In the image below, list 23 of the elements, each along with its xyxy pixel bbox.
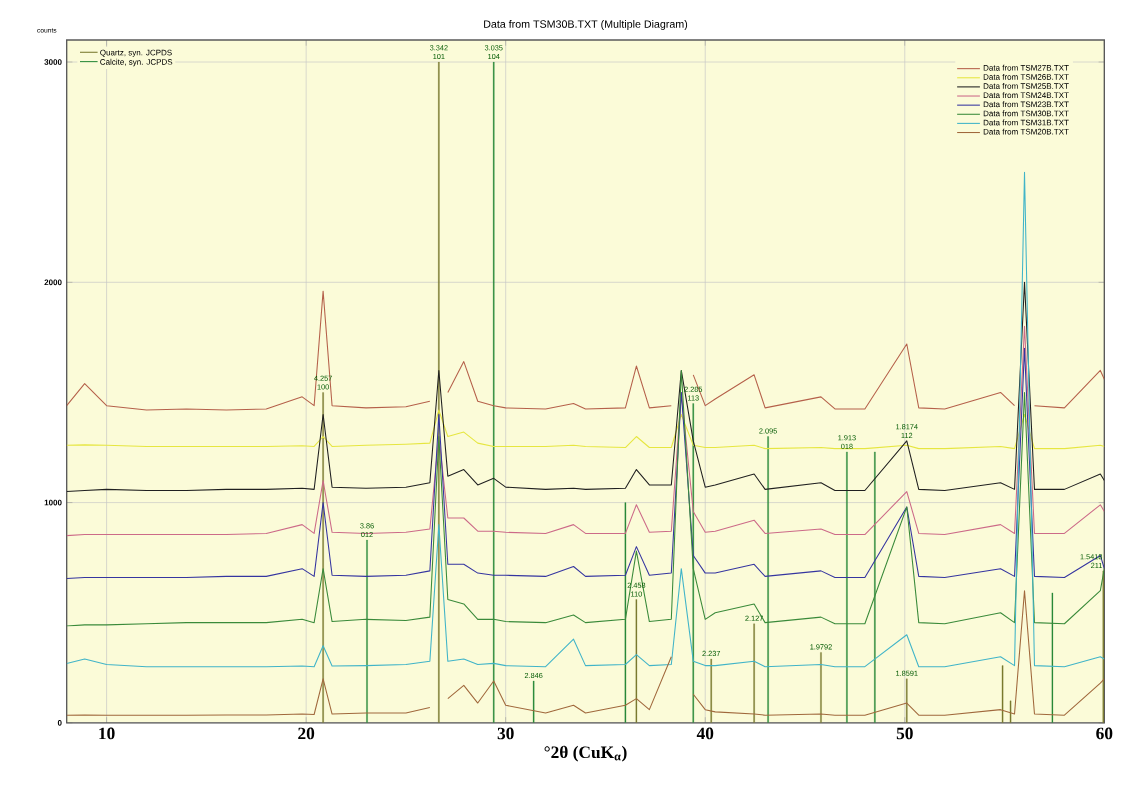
y-tick-label: 2000: [44, 279, 62, 286]
x-tick-label: 20: [298, 727, 315, 740]
legend-label: Data from TSM20B.TXT: [983, 128, 1069, 135]
legend-label: Data from TSM27B.TXT: [983, 64, 1069, 71]
chart-title: Data from TSM30B.TXT (Multiple Diagram): [484, 20, 688, 31]
x-axis-title: °2θ (CuK$_{α}$): [544, 745, 627, 762]
x-tick-label: 50: [896, 727, 913, 740]
legend-label: Data from TSM25B.TXT: [983, 83, 1069, 90]
legend-label: Data from TSM30B.TXT: [983, 110, 1069, 117]
line-series: [66, 281, 1105, 493]
legend-label: Data from TSM23B.TXT: [983, 101, 1069, 108]
y-tick-label: 1000: [44, 499, 62, 506]
legend-label: Quartz, syn. JCPDS: [100, 49, 172, 58]
x-tick-label: 40: [696, 727, 714, 740]
x-tick-label: 10: [99, 727, 115, 740]
x-tick-label: 30: [497, 727, 514, 740]
legend-label: Calcite, syn. JCPDS: [100, 59, 173, 67]
legend-label: Data from TSM31B.TXT: [983, 119, 1069, 126]
legend-label: Data from TSM26B.TXT: [983, 74, 1069, 80]
x-tick-label: 60: [1096, 727, 1113, 740]
y-tick-label: 0: [57, 720, 62, 726]
y-tick-label: 3000: [44, 59, 62, 66]
legend-label: Data from TSM24B.TXT: [983, 92, 1069, 99]
